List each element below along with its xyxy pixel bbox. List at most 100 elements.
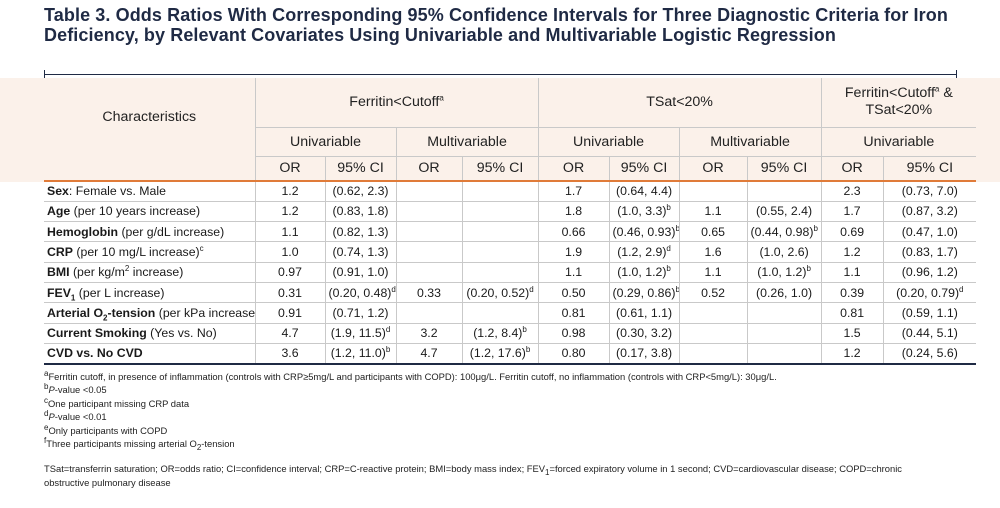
or-cell: 1.9 <box>537 241 610 263</box>
ci-cell: (0.61, 1.1) <box>608 302 680 324</box>
footnote-marker: c <box>199 243 204 253</box>
ci-header: 95% CI <box>882 155 977 181</box>
or-cell <box>678 302 748 324</box>
or-cell <box>395 302 462 324</box>
cell-value: 0.81 <box>561 305 586 320</box>
row-label: Hemoglobin (per g/dL increase) <box>44 221 255 242</box>
table-row: Sex: Female vs. Male 1.2 (0.62, 2.3) 1.7 (0.… <box>44 179 977 202</box>
or-cell: 0.81 <box>537 302 610 324</box>
or-cell: 1.1 <box>678 261 748 283</box>
cell-value: (0.44, 0.98) <box>750 224 814 239</box>
cell-value: 1.8 <box>564 204 583 219</box>
cell-value: (0.26, 1.0) <box>756 285 813 300</box>
ci-cell: (0.83, 1.7) <box>882 241 977 263</box>
ci-cell <box>461 200 539 222</box>
ci-cell <box>746 322 822 344</box>
ci-header: 95% CI <box>461 155 539 181</box>
ci-cell: (0.87, 3.2) <box>882 200 977 222</box>
cell-value: 0.50 <box>561 285 586 300</box>
cell-value: 3.6 <box>281 346 299 361</box>
or-header: OR <box>678 155 748 181</box>
cell-value: 0.39 <box>840 285 865 300</box>
ci-cell <box>746 302 822 324</box>
table-row: Hemoglobin (per g/dL increase) 1.1 (0.82, … <box>44 221 977 242</box>
ci-cell: (1.0, 1.2)b <box>608 261 680 283</box>
or-cell <box>395 241 462 263</box>
or-cell: 3.6 <box>254 342 325 365</box>
or-cell: 0.50 <box>537 281 610 303</box>
subheader-multivariable: Multivariable <box>678 126 822 156</box>
cell-value: 0.69 <box>840 224 865 239</box>
cell-value: (0.20, 0.48) <box>328 285 392 300</box>
cell-value: (1.2, 8.4) <box>473 326 523 341</box>
cell-value: 4.7 <box>281 326 299 341</box>
cell-value: (0.20, 0.52) <box>466 285 530 300</box>
row-label: Current Smoking (Yes vs. No) <box>44 322 255 344</box>
ci-cell: (0.44, 0.98)b <box>746 221 822 242</box>
cell-value: 0.91 <box>278 305 302 320</box>
ci-cell: (0.91, 1.0) <box>324 261 396 283</box>
table-row: Arterial O2-tension (per kPa increase)e,… <box>44 302 977 324</box>
row-label-bold: Hemoglobin <box>47 224 119 239</box>
ci-cell: (1.2, 17.6)b <box>461 342 539 365</box>
footnote-marker: c <box>44 395 48 405</box>
or-cell: 1.7 <box>537 179 610 202</box>
cell-value: 2.3 <box>843 184 861 199</box>
table-title: Table 3. Odds Ratios With Corresponding … <box>44 5 948 45</box>
footnote-d: dP-value <0.01 <box>44 410 964 423</box>
footnote-marker: b <box>675 285 679 294</box>
abbreviations-text: TSat=transferrin saturation; OR=odds rat… <box>44 463 546 475</box>
footnote-text: -value <0.05 <box>54 384 107 396</box>
ci-cell: (1.2, 8.4)b <box>461 322 539 344</box>
or-cell: 1.7 <box>820 200 884 222</box>
cell-value: 1.1 <box>281 224 299 239</box>
footnotes: aFerritin cutoff, in presence of inflamm… <box>44 369 964 489</box>
cell-value: 1.7 <box>843 204 861 219</box>
table-row: Current Smoking (Yes vs. No) 4.7 (1.9, 11.… <box>44 322 977 344</box>
table-row: Age (per 10 years increase) 1.2 (0.83, 1.8… <box>44 200 977 222</box>
ci-cell: (0.20, 0.52)d <box>461 281 539 303</box>
cell-value: 1.2 <box>843 346 861 361</box>
or-cell: 1.8 <box>537 200 610 222</box>
cell-value: (0.83, 1.8) <box>332 204 389 219</box>
row-label: FEV1 (per L increase) <box>44 281 255 303</box>
cell-value: (1.9, 11.5) <box>330 326 386 341</box>
cell-value: (0.73, 7.0) <box>901 184 958 199</box>
table-body: Sex: Female vs. Male 1.2 (0.62, 2.3) 1.7 (0.… <box>44 179 977 365</box>
footnote-text: Only participants with COPD <box>48 424 168 436</box>
footnote-text: One participant missing CRP data <box>48 397 190 409</box>
cell-value: (1.0, 3.3) <box>617 204 667 219</box>
footnote-marker: f <box>44 435 47 445</box>
or-cell: 2.3 <box>820 179 884 202</box>
or-cell: 4.7 <box>395 342 462 365</box>
cell-value: 1.6 <box>704 245 722 260</box>
row-label: CRP (per 10 mg/L increase)c <box>44 241 255 263</box>
odds-ratio-table: Characteristics Ferritin<Cutoffa TSat<20… <box>44 78 977 365</box>
ci-cell: (0.96, 1.2) <box>882 261 977 283</box>
or-cell: 1.5 <box>820 322 884 344</box>
cell-value: (0.82, 1.3) <box>332 224 389 239</box>
subheader-univariable: Univariable <box>254 126 396 156</box>
or-cell: 0.66 <box>537 221 610 242</box>
ci-cell: (0.24, 5.6) <box>882 342 977 365</box>
footnote-text: -value <0.01 <box>54 411 107 423</box>
ci-cell: (0.29, 0.86)b <box>608 281 680 303</box>
cell-value: 1.1 <box>704 204 722 219</box>
footnote-marker: b <box>666 203 671 213</box>
cell-value: (0.96, 1.2) <box>901 265 958 280</box>
or-cell: 0.81 <box>820 302 884 324</box>
ci-cell: (0.64, 4.4) <box>608 179 680 202</box>
ci-cell <box>461 221 539 242</box>
cell-value: (0.20, 0.79) <box>896 285 960 300</box>
row-label-bold: Current Smoking <box>47 326 147 341</box>
ci-cell: (0.83, 1.8) <box>324 200 396 222</box>
or-cell: 0.69 <box>820 221 884 242</box>
subscript: 1 <box>545 468 550 478</box>
cell-value: 0.98 <box>561 326 586 341</box>
cell-value: 1.1 <box>564 265 583 280</box>
cell-value: (1.0, 1.2) <box>617 265 667 280</box>
footnote-e: eOnly participants with COPD <box>44 423 964 437</box>
italic-text: P <box>48 411 55 423</box>
ci-cell: (1.0, 2.6) <box>746 241 822 263</box>
cell-value: (0.83, 1.7) <box>901 245 958 260</box>
